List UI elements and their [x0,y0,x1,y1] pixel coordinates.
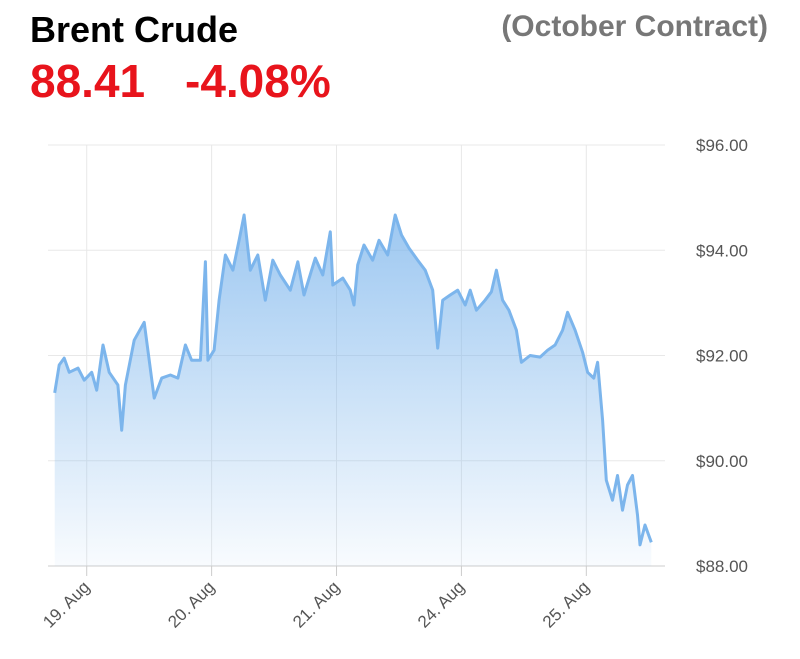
y-tick-label: $88.00 [696,557,748,576]
price: 88.41 [30,55,145,107]
y-tick-label: $96.00 [696,136,748,155]
x-tick-label: 19. Aug [39,577,93,631]
x-tick-label: 21. Aug [289,577,343,631]
x-tick-label: 20. Aug [164,577,218,631]
x-tick-label: 25. Aug [539,577,593,631]
change: -4.08% [185,55,331,107]
y-tick-label: $92.00 [696,347,748,366]
line [53,213,653,547]
y-tick-label: $94.00 [696,241,748,260]
y-tick-label: $90.00 [696,452,748,471]
chart-subtitle: (October Contract) [501,10,768,43]
x-tick-label: 24. Aug [414,577,468,631]
area [54,215,652,566]
chart-title: Brent Crude [30,9,238,50]
